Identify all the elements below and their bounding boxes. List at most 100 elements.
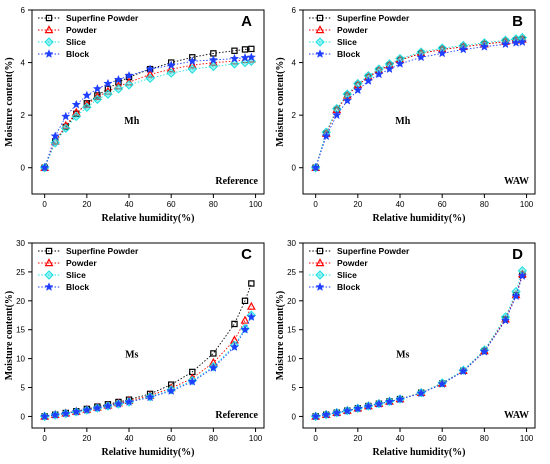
panel-letter: C (241, 246, 252, 263)
data-point (241, 297, 249, 305)
series-line (315, 37, 523, 168)
data-point (92, 403, 103, 413)
x-axis-title: Relative humidity(%) (372, 447, 465, 458)
panel-letter: A (241, 13, 252, 30)
panel-c: 0 20 40 60 80 100 0 5 10 15 20 25 30 Relative humidit… (4, 239, 265, 458)
x-tick-label: 60 (438, 434, 447, 443)
data-point (166, 60, 176, 70)
x-tick-label: 80 (209, 200, 218, 209)
x-axis-title: Relative humidity(%) (101, 447, 194, 458)
legend-marker (315, 270, 325, 280)
panel-inner-label: Mh (124, 116, 139, 127)
data-point (246, 312, 256, 321)
data-point (113, 399, 124, 408)
y-tick-label: 0 (21, 412, 26, 421)
panel-letter: B (512, 13, 523, 30)
data-point (166, 386, 176, 395)
x-tick-label: 60 (167, 434, 176, 443)
series-star (310, 271, 528, 421)
series-star (310, 37, 528, 172)
data-point (500, 315, 511, 325)
y-tick-label: 10 (16, 355, 25, 364)
y-tick-label: 25 (287, 268, 296, 277)
data-point (50, 138, 60, 148)
data-point (240, 315, 250, 324)
panel-corner-note: Reference (215, 410, 258, 421)
panel-letter: D (512, 246, 523, 263)
data-point (92, 91, 102, 100)
y-axis-title: Moisture content(%) (4, 57, 15, 147)
data-point (82, 90, 92, 100)
data-point (103, 401, 113, 410)
data-point (332, 110, 342, 120)
panel-inner-label: Mh (395, 116, 410, 127)
data-point (208, 362, 219, 372)
y-tick-label: 0 (292, 412, 297, 421)
data-point (61, 408, 71, 418)
y-tick-label: 4 (21, 59, 26, 68)
data-point (353, 85, 363, 95)
legend-label: Superfine Powder (337, 246, 410, 256)
legend-marker (44, 270, 54, 280)
data-point (342, 406, 352, 415)
legend: Superfine Powder Powder Slice Block (309, 246, 410, 292)
x-tick-label: 20 (82, 434, 91, 443)
data-point (231, 47, 238, 54)
x-tick-label: 20 (82, 200, 91, 209)
x-tick-label: 60 (438, 200, 447, 209)
data-point (395, 394, 405, 404)
data-point (187, 56, 197, 66)
data-point (208, 55, 219, 64)
data-point (71, 406, 81, 416)
x-axis-title: Relative humidity(%) (372, 213, 465, 224)
data-point (231, 320, 238, 328)
legend-label: Superfine Powder (337, 13, 410, 23)
data-point (166, 68, 176, 78)
legend: Superfine Powder Powder Slice Block (38, 246, 139, 292)
y-tick-label: 0 (21, 164, 26, 173)
y-tick-label: 5 (292, 384, 297, 393)
y-tick-label: 30 (287, 239, 296, 248)
x-tick-label: 40 (125, 434, 134, 443)
data-point (229, 53, 240, 63)
x-tick-label: 40 (396, 434, 405, 443)
legend-label: Powder (66, 25, 97, 35)
data-point (229, 342, 240, 352)
x-tick-label: 100 (520, 200, 534, 209)
data-point (416, 52, 426, 62)
data-point (124, 70, 134, 80)
x-axis-title: Relative humidity(%) (101, 213, 194, 224)
series-line (315, 275, 523, 417)
legend-marker (44, 282, 54, 291)
data-point (61, 120, 71, 129)
data-point (187, 60, 197, 69)
x-tick-label: 80 (480, 200, 489, 209)
data-point (145, 73, 155, 84)
data-point (310, 411, 321, 421)
series-line (315, 41, 523, 168)
y-tick-label: 15 (287, 326, 296, 335)
y-tick-label: 4 (292, 59, 297, 68)
data-point (384, 64, 395, 74)
data-point (61, 123, 71, 133)
data-point (384, 396, 395, 406)
data-point (71, 111, 81, 122)
data-point (517, 37, 528, 47)
data-point (113, 84, 124, 94)
legend-label: Powder (66, 258, 97, 268)
data-point (82, 102, 92, 112)
legend-marker (316, 14, 324, 22)
y-tick-label: 2 (292, 111, 297, 120)
data-point (39, 162, 50, 172)
x-tick-label: 0 (42, 200, 47, 209)
y-tick-label: 25 (16, 268, 25, 277)
data-point (500, 39, 511, 49)
legend-label: Slice (337, 270, 357, 280)
data-point (208, 61, 219, 72)
legend: Superfine Powder Powder Slice Block (38, 13, 139, 59)
plot-frame (31, 242, 265, 429)
legend-marker (315, 282, 325, 291)
series-line (44, 56, 252, 168)
y-tick-label: 0 (292, 164, 297, 173)
data-point (517, 271, 528, 280)
